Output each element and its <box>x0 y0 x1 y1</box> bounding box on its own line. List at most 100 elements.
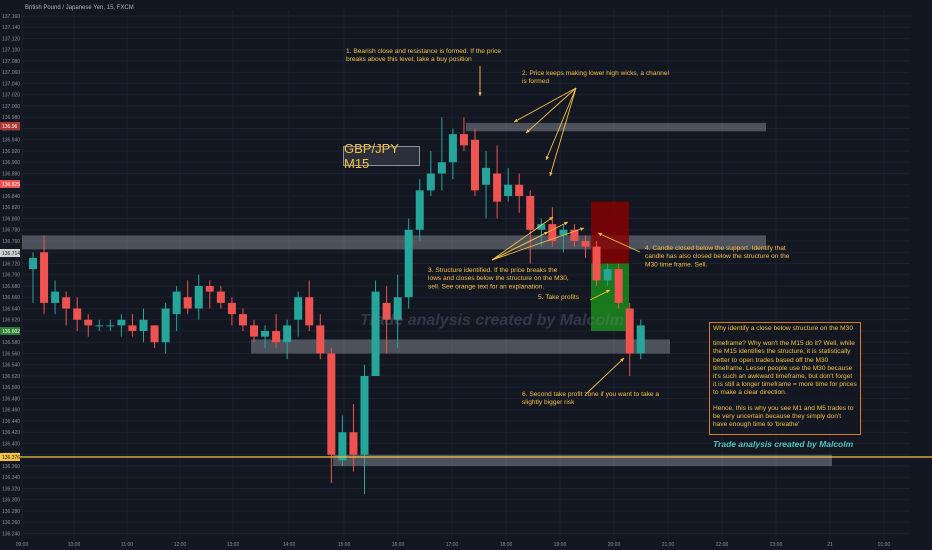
price-tick-label: 136.580 <box>2 340 20 346</box>
candle-body <box>250 325 258 337</box>
candle-body <box>459 134 468 146</box>
candle-body <box>283 325 292 343</box>
time-tick-label: 15:00 <box>338 542 351 548</box>
arrow-head <box>620 358 624 362</box>
candle-body <box>194 286 203 309</box>
candle-body <box>84 319 93 326</box>
price-tick-label: 136.560 <box>2 351 20 357</box>
price-tick-label: 137.160 <box>2 14 20 20</box>
time-tick-label: 23:00 <box>770 542 783 548</box>
price-axis[interactable]: 137.160 137.140 137.120 137.100 137.080 137.0… <box>0 0 20 550</box>
candle-body <box>437 162 446 174</box>
arrow-head <box>544 232 548 236</box>
candle-body <box>625 308 634 354</box>
time-axis[interactable]: 09:00 10:00 11:00 12:00 13:00 14:00 15:00 16:00… <box>16 542 891 548</box>
price-tick-label: 136.460 <box>2 408 20 414</box>
price-tick-label: 136.300 <box>2 498 20 504</box>
price-tick-label: 136.680 <box>2 284 20 290</box>
arrow-line <box>589 289 611 301</box>
candle-body <box>504 184 513 196</box>
candle-body <box>128 325 137 331</box>
arrow-head <box>606 290 610 294</box>
time-tick-label: 17:00 <box>446 542 459 548</box>
price-tick-label: 136.280 <box>2 509 20 515</box>
candle-body <box>537 224 546 230</box>
candle-body <box>305 297 314 326</box>
price-tick-label: 136.260 <box>2 520 20 526</box>
candle-body <box>581 241 590 247</box>
candle-body <box>172 291 181 315</box>
candle-body <box>636 325 645 354</box>
annotation-1-line: breaks above this level, take a buy posi… <box>346 56 472 63</box>
annotations: 1. Bearish close and resistance is forme… <box>346 48 790 406</box>
chart-title-box: GBP/JPY M15 <box>343 141 420 171</box>
arrow-line <box>513 87 577 123</box>
candle-body <box>106 325 115 327</box>
annotation-4-line: M30 time frame. Sell. <box>645 261 707 268</box>
price-marker-level-bg <box>0 453 20 461</box>
price-marker-stop-bg <box>0 180 20 188</box>
candle-body <box>393 297 402 320</box>
note-heading: Why identify a close below structure on … <box>713 325 854 332</box>
arrow-line <box>525 87 577 134</box>
price-marker-level: 136.376 <box>2 455 20 461</box>
price-tick-label: 136.700 <box>2 273 20 279</box>
annotation-6-line: slightly bigger risk <box>522 399 575 406</box>
candle-body <box>205 286 214 292</box>
candle-body <box>40 252 49 303</box>
time-tick-label: 19:00 <box>554 542 567 548</box>
price-marker-high: 136.96 <box>2 124 18 130</box>
candle-body <box>382 302 391 320</box>
candle-body <box>238 314 247 326</box>
time-tick-label: 11:00 <box>121 542 133 548</box>
arrow-line <box>585 357 625 395</box>
price-zones <box>22 122 832 466</box>
time-tick-label: 18:00 <box>500 542 513 548</box>
time-tick-label: 14:00 <box>283 542 296 548</box>
price-tick-label: 137.080 <box>2 59 20 65</box>
price-tick-label: 136.440 <box>2 419 20 425</box>
candle-body <box>448 134 457 163</box>
candle-body <box>493 173 502 202</box>
candle-body <box>570 229 579 241</box>
price-tick-label: 137.020 <box>2 93 20 99</box>
candle-body <box>327 353 336 455</box>
candle-body <box>161 308 170 343</box>
candle-body <box>261 331 270 337</box>
price-tick-label: 136.480 <box>2 396 20 402</box>
annotation-3-line: sell. See orange text for an explanation… <box>428 283 544 290</box>
arrow-head <box>514 118 518 122</box>
note-conclusion: Hence, this is why you see M1 and M5 tra… <box>713 404 854 429</box>
candles <box>29 117 645 495</box>
price-axis-bg <box>0 0 20 550</box>
support-zone <box>22 235 766 250</box>
price-marker-stop: 136.825 <box>2 182 20 188</box>
note-body: timeframe? Why won't the M15 do it? Well… <box>713 340 857 397</box>
price-marker-entry: 136.714 <box>2 251 20 257</box>
annotation-4-line: candle has also closed below the structu… <box>645 253 790 260</box>
candle-body <box>482 167 491 185</box>
candle-body <box>338 432 347 461</box>
arrow-head <box>526 129 530 133</box>
price-tick-label: 136.340 <box>2 475 20 481</box>
price-tick-label: 137.040 <box>2 81 20 87</box>
annotation-arrows <box>478 66 641 395</box>
time-tick-label: 12:00 <box>174 542 187 548</box>
price-tick-label: 137.100 <box>2 48 20 54</box>
price-tick-label: 136.420 <box>2 430 20 436</box>
price-tick-label: 136.800 <box>2 216 20 222</box>
candle-body <box>227 302 236 315</box>
price-tick-label: 136.760 <box>2 239 20 245</box>
price-tick-label: 136.540 <box>2 363 20 369</box>
time-tick-label: 22:00 <box>716 542 729 548</box>
candle-body <box>371 291 380 376</box>
candle-body <box>515 184 524 196</box>
arrow-head <box>549 172 553 176</box>
annotation-3-line: lows and closes below the structure on t… <box>428 275 569 282</box>
resistance-zone <box>466 122 766 132</box>
price-tick-label: 136.240 <box>2 531 20 537</box>
price-marker-high-bg <box>0 122 20 130</box>
candle-body <box>117 319 126 326</box>
arrow-head <box>564 222 568 226</box>
